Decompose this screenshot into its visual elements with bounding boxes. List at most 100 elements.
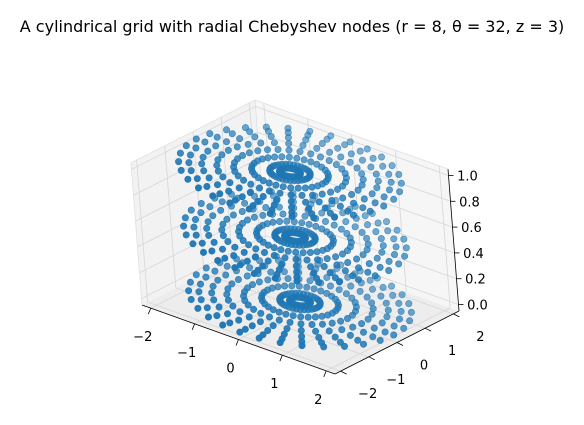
scatter-point <box>194 304 202 312</box>
scatter-point <box>314 182 322 190</box>
y-tick-mark <box>453 313 460 318</box>
scatter-point <box>212 142 220 150</box>
scatter-point <box>264 257 272 265</box>
y-gridline <box>220 117 233 260</box>
scatter-point <box>185 287 193 295</box>
scatter-point <box>374 177 382 185</box>
scatter-point <box>263 146 271 154</box>
scatter-point <box>347 150 355 158</box>
scatter-point <box>287 197 295 205</box>
scatter-point <box>260 249 268 257</box>
scatter-point <box>368 299 376 307</box>
scatter-point <box>240 176 248 184</box>
scatter-point <box>259 193 267 201</box>
scatter-point <box>372 170 380 178</box>
scatter-point <box>235 316 243 324</box>
scatter-point <box>379 162 387 170</box>
scatter-point <box>312 222 320 230</box>
scatter-point <box>407 308 415 316</box>
scatter-point <box>384 227 392 235</box>
scatter-point <box>366 207 374 215</box>
scatter-point <box>209 282 217 290</box>
scatter-point <box>203 224 211 232</box>
scatter-point <box>344 258 352 266</box>
scatter-point <box>356 147 364 155</box>
x-tick-label: −2 <box>133 330 152 345</box>
scatter-point <box>231 196 239 204</box>
y-tick-mark <box>425 327 432 332</box>
scatter-point <box>187 167 195 175</box>
scatter-point <box>337 153 345 161</box>
scatter-point <box>181 214 189 222</box>
scatter-point <box>284 247 292 255</box>
scatter-point <box>265 187 273 195</box>
scatter-point <box>364 268 372 276</box>
scatter-point <box>297 320 305 328</box>
scatter-point <box>182 231 190 239</box>
scatter-point <box>289 312 297 320</box>
scatter-point <box>338 250 346 258</box>
scatter-point <box>192 144 200 152</box>
scatter-point <box>312 327 320 335</box>
scatter-point <box>292 248 300 256</box>
scatter-point <box>257 139 265 147</box>
x-tick-mark <box>147 307 152 315</box>
scatter-point <box>356 287 364 295</box>
scatter-point <box>335 278 343 286</box>
scatter-point <box>376 263 384 271</box>
pane-edge <box>254 99 449 170</box>
z-tick-label: 0.8 <box>459 195 480 210</box>
scatter-point <box>380 202 388 210</box>
scatter-point <box>223 138 231 146</box>
scatter-point <box>378 319 386 327</box>
scatter-point <box>385 186 393 194</box>
scatter-point <box>359 204 367 212</box>
scatter-point <box>358 320 366 328</box>
scatter-point <box>305 220 313 228</box>
scatter-point <box>405 300 413 308</box>
scatter-point <box>177 166 185 174</box>
scatter-point <box>320 343 328 351</box>
scatter-point <box>223 262 231 270</box>
scatter-point <box>184 175 192 183</box>
scatter-point <box>274 146 282 154</box>
y-tick-mark <box>396 342 404 346</box>
scatter-point <box>267 133 275 141</box>
scatter-point <box>301 184 309 192</box>
scatter-point <box>318 209 326 217</box>
scatter-point <box>257 309 265 317</box>
x-gridline <box>438 165 451 308</box>
scatter-point <box>307 150 315 158</box>
scatter-point <box>226 319 234 327</box>
scatter-point <box>288 213 296 221</box>
scatter-point <box>315 198 323 206</box>
scatter-point <box>381 328 389 336</box>
scatter-point <box>333 185 341 193</box>
scatter-point <box>371 199 379 207</box>
scatter-point <box>369 154 377 162</box>
scatter-point <box>358 181 366 189</box>
scatter-point <box>363 293 371 301</box>
scatter-point <box>224 238 232 246</box>
scatter-point <box>402 244 410 252</box>
scatter-point <box>255 334 263 342</box>
scatter-point <box>349 323 357 331</box>
scatter-point <box>282 176 290 184</box>
scatter-point <box>271 153 279 161</box>
scatter-point <box>270 244 278 252</box>
scatter-point <box>313 256 321 264</box>
scatter-point <box>327 188 335 196</box>
scatter-point <box>239 237 247 245</box>
scatter-point <box>299 249 307 257</box>
x-tick-mark <box>235 339 239 346</box>
scatter-point <box>226 179 234 187</box>
scatter-point <box>303 283 311 291</box>
scatter-point <box>292 262 300 270</box>
scatter-point <box>214 256 222 264</box>
scatter-point <box>354 276 362 284</box>
scatter-point <box>308 183 316 191</box>
scatter-point <box>368 285 376 293</box>
scatter-point <box>363 234 371 242</box>
scatter-point <box>326 148 334 156</box>
